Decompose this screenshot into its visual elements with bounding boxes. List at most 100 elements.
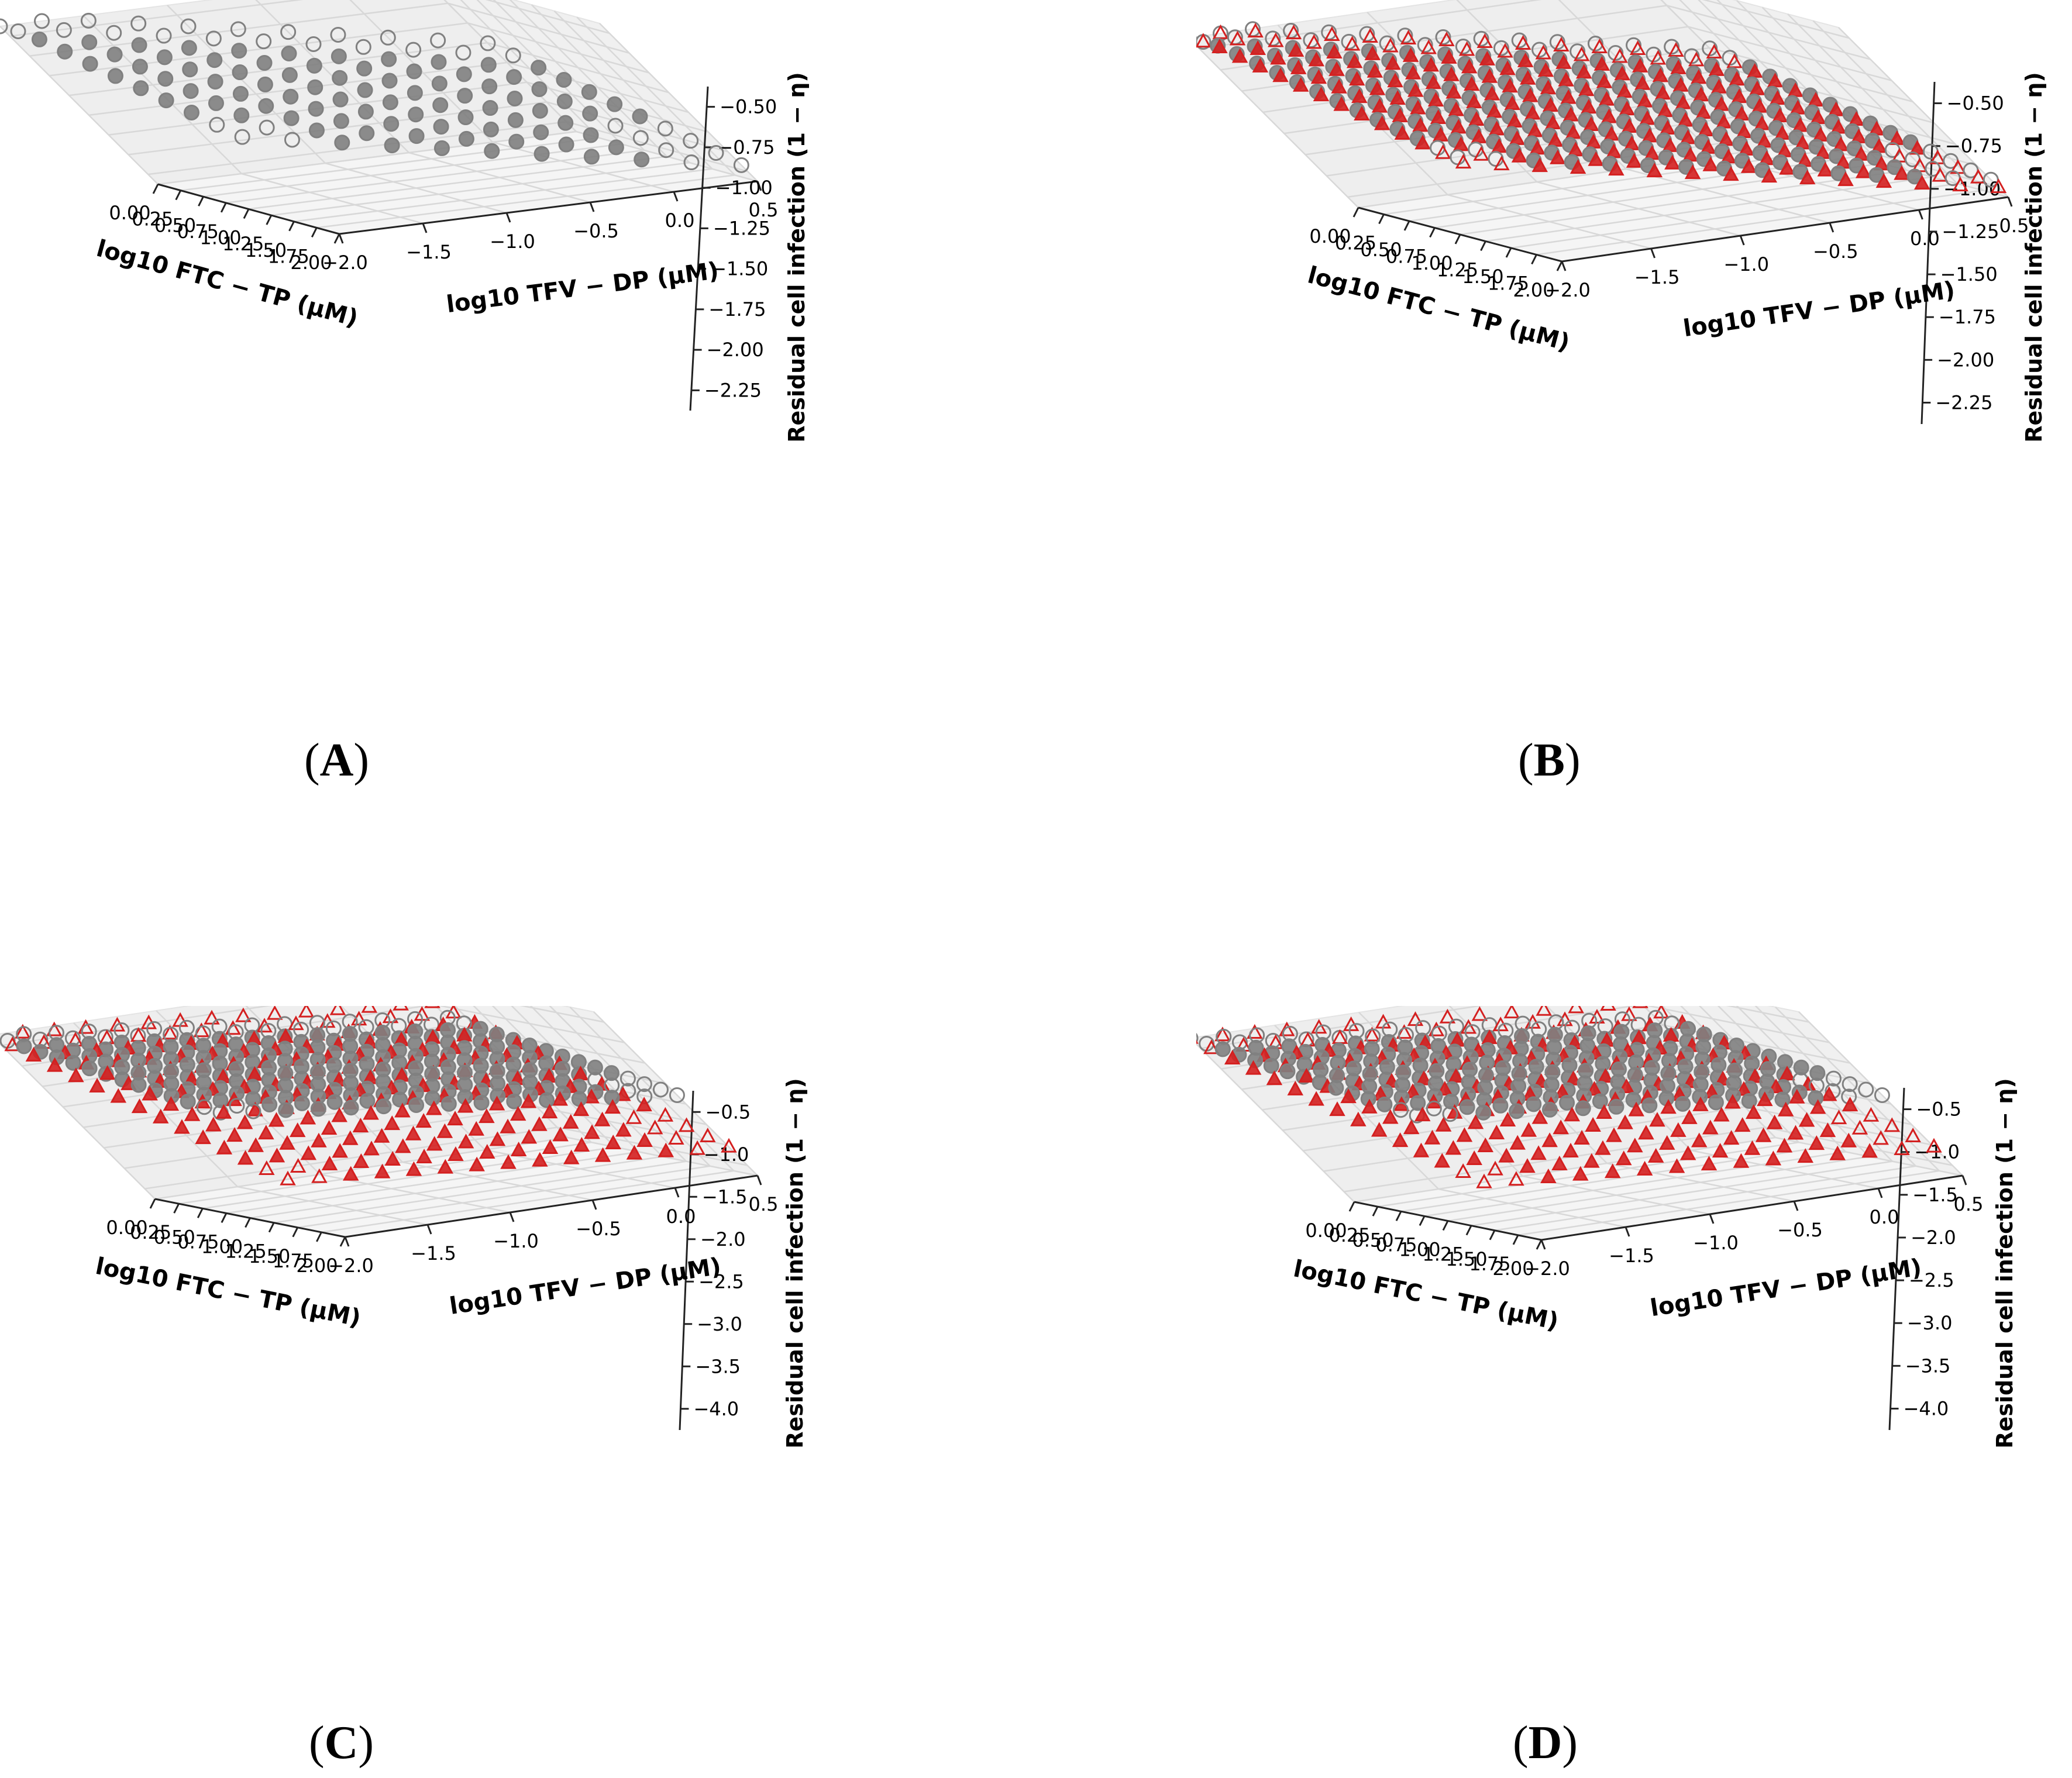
filled-circle-point [357,104,374,120]
filled-triangle-point [1540,1168,1557,1183]
filled-triangle-point [1734,1117,1751,1132]
filled-triangle-point [542,1139,559,1155]
filled-circle-point [1793,1059,1809,1076]
filled-triangle-point [1723,166,1739,181]
x-tick-label: 1.75 [1488,273,1529,295]
tick-labels: 0.000.250.500.751.001.251.501.752.00−2.0… [109,96,778,402]
filled-triangle-point [636,1132,653,1148]
grid-x-wall [1775,1006,1940,1171]
x-tick-label: 0.50 [154,1226,195,1248]
filled-triangle-point [342,1166,359,1181]
filled-circle-point [281,46,297,62]
filled-triangle-point [1405,64,1422,80]
filled-circle-point [431,75,448,92]
x-tick-mark [311,227,318,238]
filled-triangle-point [1712,1143,1729,1158]
open-triangle-point [393,1006,409,1011]
filled-circle-point [308,101,324,117]
filled-triangle-point [1511,147,1528,163]
filled-circle-point [556,93,573,109]
grid-x-wall [1838,27,2009,198]
open-circle-point [380,29,396,46]
filled-triangle-point [1389,90,1406,105]
filled-triangle-point [215,1104,232,1119]
panel-a-chart: 0.000.250.500.751.001.251.501.752.00−2.0… [0,0,810,443]
filled-triangle-point [1819,1122,1836,1138]
filled-triangle-point [1441,49,1457,64]
z-tick-label: −1.50 [1940,263,1998,285]
x-tick-mark [1442,1220,1449,1231]
grid-x-floor [157,130,577,185]
filled-circle-point [257,76,273,92]
open-triangle-point [1476,33,1493,49]
open-triangle-point [15,1024,31,1039]
open-triangle-point [1455,1163,1471,1179]
open-triangle-point [1212,24,1229,39]
filled-triangle-point [1584,1153,1600,1168]
filled-circle-point [232,85,249,102]
x-tick-label: 2.00 [296,1255,338,1277]
filled-triangle-point [584,1124,600,1139]
filled-triangle-point [300,1109,316,1125]
open-triangle-point [1420,39,1437,54]
y-tick-label: 0.5 [1999,215,2029,237]
x-tick-mark [1480,240,1486,251]
open-circle-point [455,44,471,61]
filled-triangle-point [1486,103,1503,118]
filled-triangle-point [1550,149,1566,164]
open-circle-point [256,33,272,50]
filled-triangle-point [1468,111,1485,126]
filled-triangle-point [1488,1125,1505,1140]
filled-triangle-point [1498,1148,1515,1163]
filled-triangle-point [1313,87,1330,102]
filled-triangle-point [1654,85,1671,100]
filled-triangle-point [1292,77,1309,92]
open-triangle-point [1310,1019,1327,1034]
filled-circle-point [432,97,449,113]
x-tick-mark [1465,1225,1472,1236]
open-circle-point [430,32,446,49]
filled-circle-point [458,130,474,147]
filled-triangle-point [1435,1117,1452,1132]
y-tick-mark [1918,209,1923,220]
filled-circle-point [381,51,397,67]
y-tick-mark [1709,1214,1715,1224]
x-tick-label: 1.25 [1437,259,1478,281]
open-triangle-point [424,1006,440,1008]
filled-triangle-point [1595,1140,1611,1155]
filled-triangle-point [1252,57,1269,73]
open-triangle-point [1573,46,1590,61]
filled-circle-point [1708,1094,1724,1111]
y-tick-mark [1961,1175,1967,1186]
filled-circle-point [481,78,498,95]
filled-triangle-point [1499,1112,1516,1127]
x-tick-mark [152,184,159,194]
open-triangle-point [235,1007,252,1022]
y-tick-label: −0.5 [1777,1219,1823,1241]
filled-circle-point [557,115,574,131]
open-circle-point [0,18,8,35]
filled-triangle-point [352,1118,369,1133]
open-triangle-point [311,1168,328,1183]
x-tick-label: 1.00 [199,227,241,249]
filled-triangle-point [1581,99,1597,114]
filled-circle-point [1675,1095,1691,1112]
open-triangle-point [1460,1019,1477,1034]
z-tick-label: −0.75 [717,136,775,158]
filled-triangle-point [1636,1160,1653,1176]
filled-triangle-point [174,1119,190,1134]
open-triangle-point [1497,43,1513,58]
filled-triangle-point [1598,91,1615,106]
grid-x-wall [1787,13,1958,184]
panel-d-chart: 0.000.250.500.751.001.251.501.752.00−2.0… [1196,1006,2018,1449]
filled-triangle-point [1466,94,1482,109]
x-tick-label: 1.75 [273,1250,314,1272]
x-tick-mark [1395,1211,1402,1221]
y-tick-mark [1650,248,1656,259]
filled-triangle-point [468,1121,484,1136]
filled-triangle-point [437,1159,454,1174]
filled-circle-point [383,116,400,132]
filled-circle-point [583,127,599,143]
filled-triangle-point [321,1156,338,1171]
